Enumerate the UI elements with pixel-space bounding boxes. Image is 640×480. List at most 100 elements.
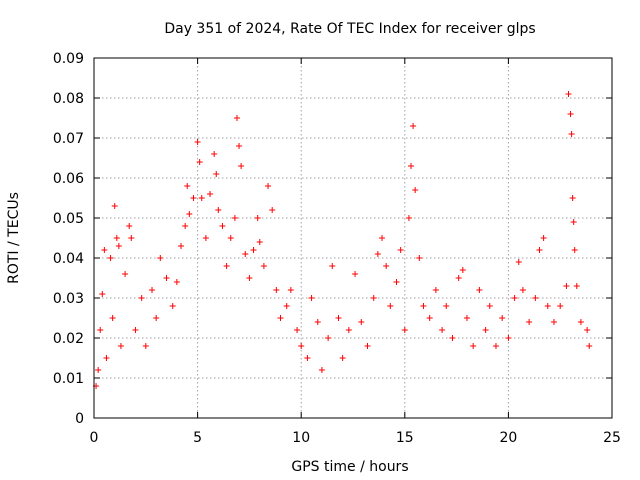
- data-point: [211, 151, 218, 157]
- data-point: [169, 303, 176, 309]
- data-point: [492, 343, 499, 349]
- x-tick-label: 0: [90, 430, 99, 446]
- data-point: [571, 247, 578, 253]
- data-point: [256, 239, 263, 245]
- data-point: [567, 111, 574, 117]
- data-point: [182, 223, 189, 229]
- data-point: [470, 343, 477, 349]
- data-point: [128, 235, 135, 241]
- x-tick-label: 10: [292, 430, 310, 446]
- x-tick-label: 25: [603, 430, 621, 446]
- y-tick-label: 0.02: [53, 331, 84, 347]
- data-point: [565, 91, 572, 97]
- data-point: [265, 183, 272, 189]
- data-point: [97, 327, 104, 333]
- y-tick-label: 0.03: [53, 291, 84, 307]
- data-point: [557, 303, 564, 309]
- data-point: [318, 367, 325, 373]
- data-point: [519, 287, 526, 293]
- data-point: [505, 335, 512, 341]
- data-point: [393, 279, 400, 285]
- data-point: [563, 283, 570, 289]
- grid: [94, 58, 612, 418]
- data-point: [405, 215, 412, 221]
- data-point: [329, 263, 336, 269]
- data-point: [122, 271, 129, 277]
- data-point: [570, 219, 577, 225]
- data-point: [231, 215, 238, 221]
- data-point: [335, 315, 342, 321]
- data-point: [314, 319, 321, 325]
- data-point: [157, 255, 164, 261]
- data-points: [93, 91, 593, 389]
- data-point: [219, 223, 226, 229]
- data-point: [173, 279, 180, 285]
- data-point: [432, 287, 439, 293]
- data-point: [345, 327, 352, 333]
- data-point: [339, 355, 346, 361]
- data-point: [95, 367, 102, 373]
- chart-title: Day 351 of 2024, Rate Of TEC Index for r…: [164, 21, 535, 37]
- data-point: [463, 315, 470, 321]
- data-point: [101, 247, 108, 253]
- y-tick-label: 0.01: [53, 371, 84, 387]
- data-point: [370, 295, 377, 301]
- data-point: [294, 327, 301, 333]
- data-point: [586, 343, 593, 349]
- data-point: [459, 267, 466, 273]
- data-point: [260, 263, 267, 269]
- data-point: [449, 335, 456, 341]
- data-point: [476, 287, 483, 293]
- data-point: [99, 291, 106, 297]
- data-point: [254, 215, 261, 221]
- data-point: [379, 235, 386, 241]
- data-point: [410, 123, 417, 129]
- data-point: [190, 195, 197, 201]
- data-point: [227, 235, 234, 241]
- data-point: [416, 255, 423, 261]
- data-point: [138, 295, 145, 301]
- data-point: [277, 315, 284, 321]
- data-point: [544, 303, 551, 309]
- y-tick-label: 0.05: [53, 211, 84, 227]
- data-point: [202, 235, 209, 241]
- data-point: [511, 295, 518, 301]
- y-tick-label: 0: [75, 411, 84, 427]
- y-tick-label: 0.07: [53, 131, 84, 147]
- data-point: [287, 287, 294, 293]
- data-point: [383, 263, 390, 269]
- data-point: [194, 139, 201, 145]
- data-point: [298, 343, 305, 349]
- data-point: [499, 315, 506, 321]
- data-point: [273, 287, 280, 293]
- data-point: [186, 211, 193, 217]
- data-point: [233, 115, 240, 121]
- data-point: [532, 295, 539, 301]
- data-point: [397, 247, 404, 253]
- data-point: [178, 243, 185, 249]
- data-point: [113, 235, 120, 241]
- data-point: [107, 255, 114, 261]
- y-tick-label: 0.06: [53, 171, 84, 187]
- data-point: [526, 319, 533, 325]
- y-axis-label: ROTI / TECUs: [6, 192, 22, 284]
- x-tick-label: 5: [193, 430, 202, 446]
- data-point: [163, 275, 170, 281]
- data-point: [223, 263, 230, 269]
- data-point: [132, 327, 139, 333]
- data-point: [584, 327, 591, 333]
- data-point: [486, 303, 493, 309]
- data-point: [115, 243, 122, 249]
- data-point: [153, 315, 160, 321]
- data-point: [149, 287, 156, 293]
- data-point: [242, 251, 249, 257]
- y-tick-label: 0.04: [53, 251, 84, 267]
- data-point: [439, 327, 446, 333]
- x-tick-label: 20: [499, 430, 517, 446]
- data-point: [109, 315, 116, 321]
- data-point: [426, 315, 433, 321]
- data-point: [236, 143, 243, 149]
- data-point: [215, 207, 222, 213]
- data-point: [352, 271, 359, 277]
